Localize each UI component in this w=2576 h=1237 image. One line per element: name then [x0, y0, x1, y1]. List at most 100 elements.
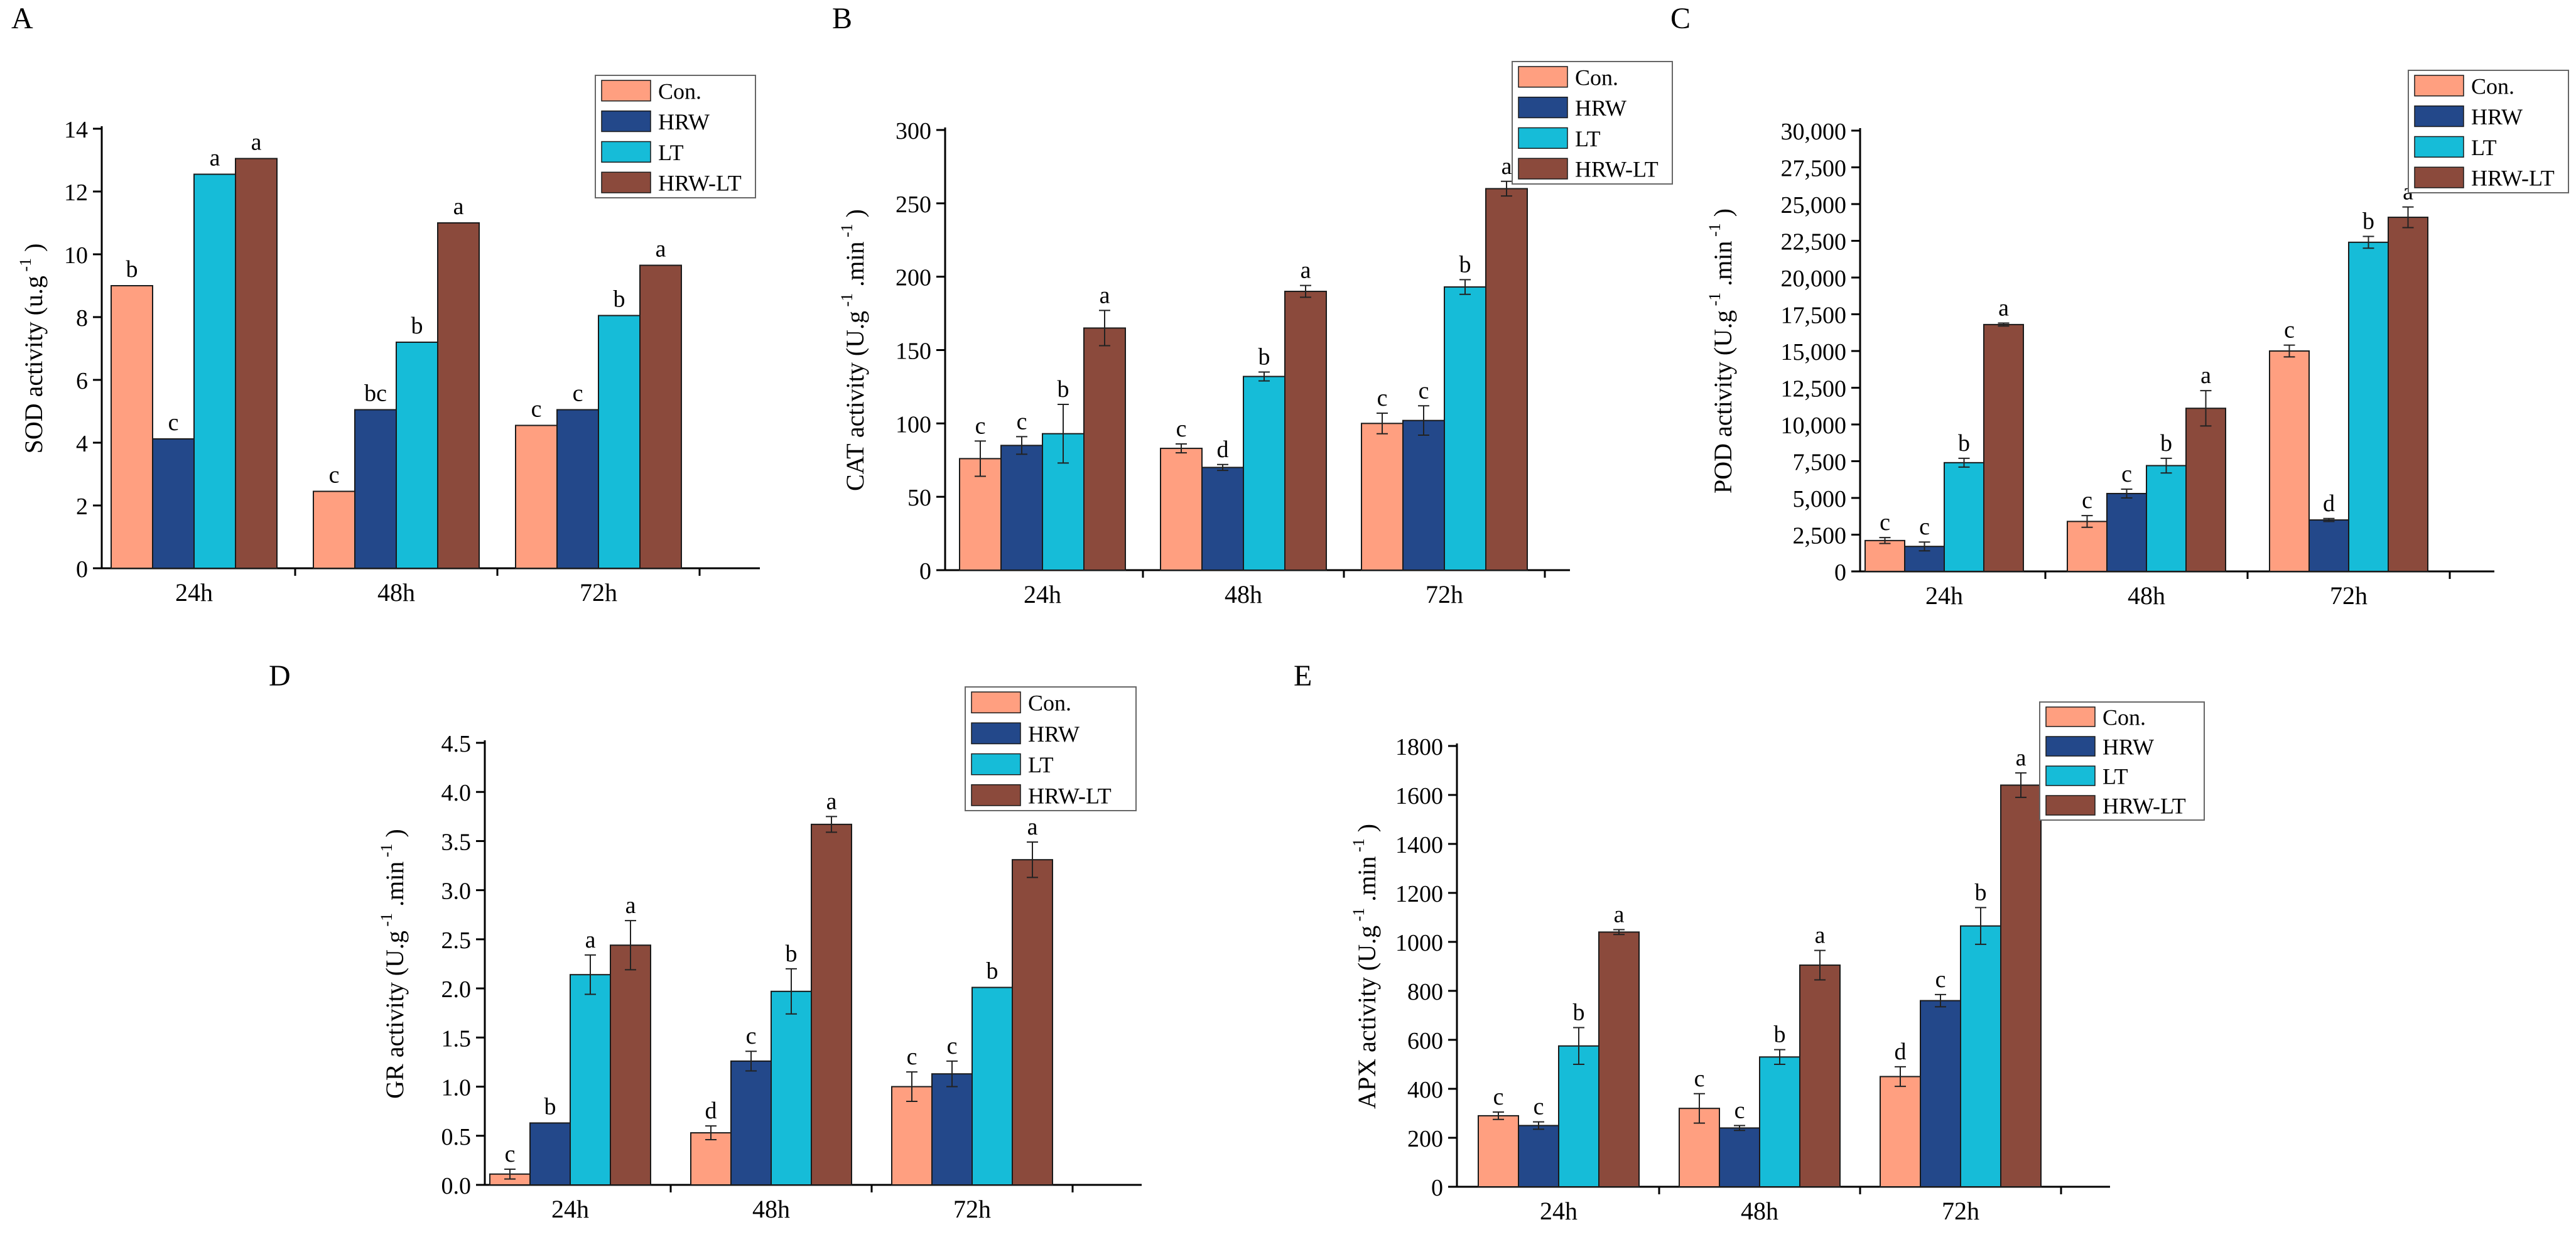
- legend-label: LT: [1575, 126, 1601, 151]
- panel-B: B 0 50 100 150 200 250 300 CAT activity (U.g -1 …: [832, 2, 1673, 608]
- significance-letter: c: [1935, 966, 1946, 993]
- significance-letter: c: [329, 462, 340, 489]
- significance-letter: b: [544, 1093, 556, 1120]
- bar-hrw-lt: [811, 823, 852, 1186]
- significance-letter: a: [1027, 814, 1038, 840]
- legend-swatch: [1518, 97, 1568, 119]
- significance-letter: a: [585, 927, 596, 953]
- y-tick-label: 1.0: [441, 1075, 472, 1101]
- legend-label: HRW-LT: [1028, 783, 1112, 808]
- bar-hrw: [1518, 1125, 1559, 1187]
- y-tick-label: 2,500: [1793, 523, 1847, 549]
- significance-letter: c: [1534, 1094, 1544, 1120]
- bar-lt: [396, 342, 438, 569]
- bar-lt: [1944, 462, 1984, 573]
- y-tick-label: 4.5: [441, 731, 472, 757]
- significance-letter: c: [2284, 317, 2295, 343]
- bar-hrw-lt: [1083, 327, 1126, 571]
- legend-label: HRW: [1575, 95, 1626, 121]
- x-tick-label: 48h: [1225, 580, 1262, 608]
- y-tick-label: 2.0: [441, 976, 472, 1003]
- bar-con: [1361, 423, 1404, 571]
- bar-hrw-lt: [437, 222, 480, 569]
- y-tick-label: 25,000: [1781, 192, 1847, 219]
- significance-letter: a: [1998, 295, 2009, 321]
- panel-letter: C: [1670, 2, 1691, 35]
- bar-con: [2269, 350, 2310, 572]
- bar-con: [111, 285, 153, 569]
- y-tick-label: 200: [1407, 1126, 1443, 1152]
- significance-letter: c: [1493, 1084, 1504, 1110]
- y-tick-label: 1400: [1395, 832, 1443, 858]
- legend-label: HRW: [2471, 104, 2523, 129]
- bar-hrw-lt: [610, 944, 651, 1186]
- legend-swatch: [1518, 127, 1568, 149]
- bar-hrw: [1719, 1127, 1760, 1188]
- y-tick-label: 3.0: [441, 878, 472, 905]
- bar-hrw: [1402, 419, 1445, 571]
- legend-swatch: [971, 722, 1021, 745]
- bar-con: [1160, 448, 1203, 571]
- legend-swatch: [601, 171, 651, 193]
- x-tick-label: 72h: [580, 578, 617, 607]
- x-tick-label: 48h: [377, 578, 415, 607]
- bar-hrw: [556, 409, 599, 569]
- bar-lt: [1558, 1045, 1599, 1187]
- y-axis-label: CAT activity (U.g -1 .min -1 ): [838, 209, 869, 491]
- significance-letter: b: [126, 256, 138, 283]
- significance-letter: c: [1377, 385, 1388, 411]
- legend-swatch: [2414, 136, 2464, 158]
- bar-hrw-lt: [235, 158, 278, 569]
- y-tick-label: 300: [896, 118, 931, 144]
- bar-lt: [598, 315, 641, 569]
- y-tick-label: 7,500: [1793, 450, 1847, 476]
- y-tick-label: 20,000: [1781, 266, 1847, 292]
- y-axis-label: GR activity (U.g -1 .min -1 ): [377, 829, 409, 1099]
- bar-con: [313, 490, 355, 569]
- legend-label: Con.: [1028, 691, 1071, 716]
- y-tick-label: 3.5: [441, 829, 472, 855]
- y-tick-label: 250: [896, 192, 931, 218]
- bar-con: [2067, 521, 2108, 572]
- significance-letter: b: [1058, 376, 1069, 402]
- y-tick-label: 10: [64, 242, 88, 269]
- legend-label: Con.: [2471, 73, 2514, 99]
- y-tick-label: 0: [919, 558, 931, 585]
- significance-letter: d: [705, 1098, 717, 1124]
- y-tick-label: 800: [1407, 979, 1443, 1005]
- x-tick-label: 72h: [1942, 1197, 1979, 1225]
- significance-letter: d: [1895, 1039, 1907, 1065]
- x-tick-label: 24h: [551, 1195, 589, 1223]
- significance-letter: b: [1258, 344, 1270, 370]
- bar-hrw: [529, 1122, 571, 1186]
- significance-letter: a: [1614, 902, 1625, 928]
- significance-letter: c: [746, 1023, 757, 1049]
- y-tick-label: 12,500: [1781, 376, 1847, 402]
- significance-letter: b: [2160, 430, 2172, 456]
- legend-label: HRW-LT: [658, 171, 742, 196]
- significance-letter: bc: [364, 381, 387, 407]
- y-tick-label: 600: [1407, 1028, 1443, 1054]
- bar-con: [1880, 1076, 1921, 1187]
- significance-letter: b: [786, 941, 798, 967]
- significance-letter: c: [505, 1141, 516, 1167]
- bar-lt: [1759, 1056, 1800, 1188]
- y-tick-label: 2.5: [441, 927, 472, 954]
- x-tick-label: 72h: [1426, 580, 1463, 608]
- y-tick-label: 0.5: [441, 1124, 472, 1150]
- significance-letter: a: [1815, 922, 1826, 949]
- legend-label: LT: [1028, 752, 1054, 777]
- panel-letter: D: [269, 659, 291, 693]
- bar-con: [1478, 1115, 1519, 1188]
- y-tick-label: 14: [64, 117, 88, 143]
- panel-A: A 0 2 4 6 8 10 12 14 SOD activity (u.g -1 ) 24h 48h…: [11, 2, 760, 607]
- legend-swatch: [1518, 158, 1568, 180]
- y-tick-label: 100: [896, 411, 931, 438]
- x-tick-label: 72h: [953, 1195, 991, 1223]
- significance-letter: b: [1958, 430, 1970, 456]
- legend-swatch: [971, 753, 1021, 775]
- bar-lt: [2348, 241, 2389, 572]
- legend-label: Con.: [2102, 705, 2146, 730]
- y-tick-label: 1.5: [441, 1025, 472, 1052]
- y-tick-label: 400: [1407, 1077, 1443, 1103]
